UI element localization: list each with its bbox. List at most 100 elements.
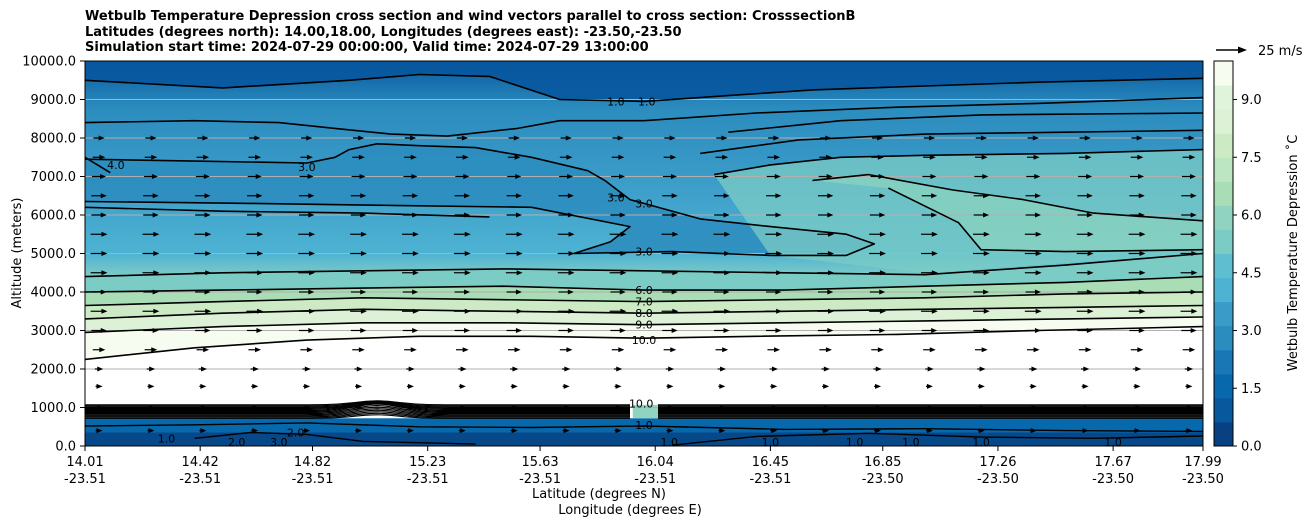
boundary-contour-2-0: [85, 411, 630, 417]
wind-arrow-head: [101, 231, 108, 237]
wind-arrow: [458, 405, 467, 410]
wind-arrow-head: [515, 193, 522, 199]
wind-arrow-head: [151, 154, 158, 160]
wind-arrow-head: [1138, 289, 1145, 295]
wind-arrow-head: [1087, 251, 1094, 256]
wind-arrow-head: [723, 328, 730, 333]
wind-arrow-head: [620, 231, 627, 237]
wind-arrow-head: [257, 231, 264, 237]
wind-arrow-head: [204, 193, 211, 199]
wind-arrow-head: [877, 135, 884, 141]
wind-arrow: [869, 212, 886, 218]
wind-arrow-head: [356, 366, 363, 372]
wind-arrow-head: [306, 154, 313, 160]
wind-arrow: [766, 174, 781, 179]
fill-band-6: [85, 276, 1203, 306]
wind-arrow-head: [618, 154, 625, 160]
wind-arrow: [821, 405, 830, 410]
wind-arrow: [350, 270, 367, 276]
wind-arrow: [302, 366, 311, 372]
wind-arrow-head: [150, 135, 157, 141]
wind-arrow-head: [927, 405, 934, 410]
y-tick-label: 1000.0: [31, 401, 77, 416]
wind-arrow: [298, 289, 315, 295]
contour-line-7.0: [85, 291, 1203, 307]
wind-arrow: [406, 405, 415, 410]
wind-arrow-head: [1033, 154, 1040, 160]
contour-label: 6.0: [635, 284, 653, 297]
wind-arrow-head: [931, 328, 938, 333]
wind-arrow-head: [459, 383, 466, 389]
wind-arrow: [975, 154, 988, 160]
wind-arrow-head: [724, 308, 731, 314]
colorbar-swatch: [1214, 109, 1233, 134]
wind-arrow-head: [464, 212, 471, 218]
contour-label: 10.0: [632, 334, 657, 347]
wind-arrow: [143, 193, 159, 199]
wind-arrow-head: [149, 366, 156, 372]
wind-arrow: [1133, 383, 1141, 389]
wind-arrow-head: [410, 154, 417, 160]
wind-arrow: [454, 212, 471, 218]
wind-arrow-head: [1034, 212, 1041, 218]
wind-arrow: [455, 174, 470, 179]
wind-arrow-head: [412, 328, 419, 333]
wind-arrow: [247, 289, 263, 295]
wind-arrow-head: [774, 174, 781, 179]
fill-region-5: [714, 149, 1203, 273]
wind-arrow-head: [96, 383, 103, 389]
wind-arrow-head: [408, 405, 415, 410]
wind-arrow-head: [1134, 428, 1141, 434]
wind-arrow: [404, 347, 417, 353]
wind-arrow-head: [565, 135, 572, 141]
wind-arrow: [510, 428, 518, 434]
wind-arrow-head: [152, 193, 159, 199]
wind-arrow: [1181, 193, 1197, 199]
wind-arrow-head: [719, 383, 726, 389]
wind-arrow-head: [823, 405, 830, 410]
wind-arrow: [402, 328, 419, 333]
wind-arrow: [298, 251, 316, 256]
wind-arrow-head: [771, 405, 778, 410]
title-line-2: Latitudes (degrees north): 14.00,18.00, …: [85, 24, 682, 40]
wind-arrow-head: [983, 231, 990, 237]
wind-arrow-head: [203, 347, 210, 353]
colorbar-tick-label: 0.0: [1241, 440, 1262, 455]
chart-title: Wetbulb Temperature Depression cross sec…: [85, 9, 855, 56]
wind-arrow: [662, 328, 678, 333]
contour-labels: 1.0 1.0 3.0 4.0 3.0 3.0 3.0 6.07.08.09.0 10.0 10.…: [107, 95, 1122, 449]
boundary-contour-0-0: [85, 414, 630, 419]
wind-arrow-head: [1138, 193, 1145, 199]
wind-arrow-head: [771, 383, 778, 389]
contour-line-3.8: [812, 173, 1203, 222]
colorbar-swatch: [1214, 61, 1233, 86]
wind-arrow: [613, 405, 623, 410]
colorbar-swatch: [1214, 373, 1233, 399]
colorbar-swatch: [1214, 421, 1233, 447]
wind-arrow: [662, 289, 678, 295]
wind-arrow: [194, 270, 212, 276]
wind-arrow: [1129, 193, 1145, 199]
wind-arrow: [1130, 347, 1144, 353]
x-tick-label-lon: -23.50: [862, 472, 904, 487]
filled-contours: [85, 61, 1203, 446]
wind-arrow: [768, 135, 780, 141]
wind-arrow-head: [1086, 212, 1093, 218]
wind-arrow: [871, 154, 884, 160]
contour-label: 3.0: [298, 161, 316, 174]
wind-arrow-head: [100, 328, 107, 333]
wind-arrow: [1129, 289, 1145, 295]
wind-arrow-head: [927, 366, 934, 372]
wind-arrow-head: [568, 270, 575, 276]
wind-arrow-head: [358, 347, 365, 353]
wind-arrow: [90, 270, 108, 276]
wind-arrow-head: [148, 428, 155, 434]
contour-label: 3.0: [270, 436, 288, 449]
wind-arrow-head: [201, 366, 208, 372]
colorbar-frame: [1213, 60, 1234, 447]
wind-arrow: [94, 405, 104, 410]
wind-arrow: [95, 383, 103, 389]
fill-gap-column: [632, 404, 659, 419]
wind-arrow-head: [1031, 366, 1038, 372]
wind-arrow: [1076, 231, 1094, 237]
